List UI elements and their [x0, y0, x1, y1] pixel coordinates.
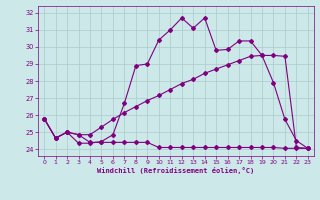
X-axis label: Windchill (Refroidissement éolien,°C): Windchill (Refroidissement éolien,°C)	[97, 167, 255, 174]
